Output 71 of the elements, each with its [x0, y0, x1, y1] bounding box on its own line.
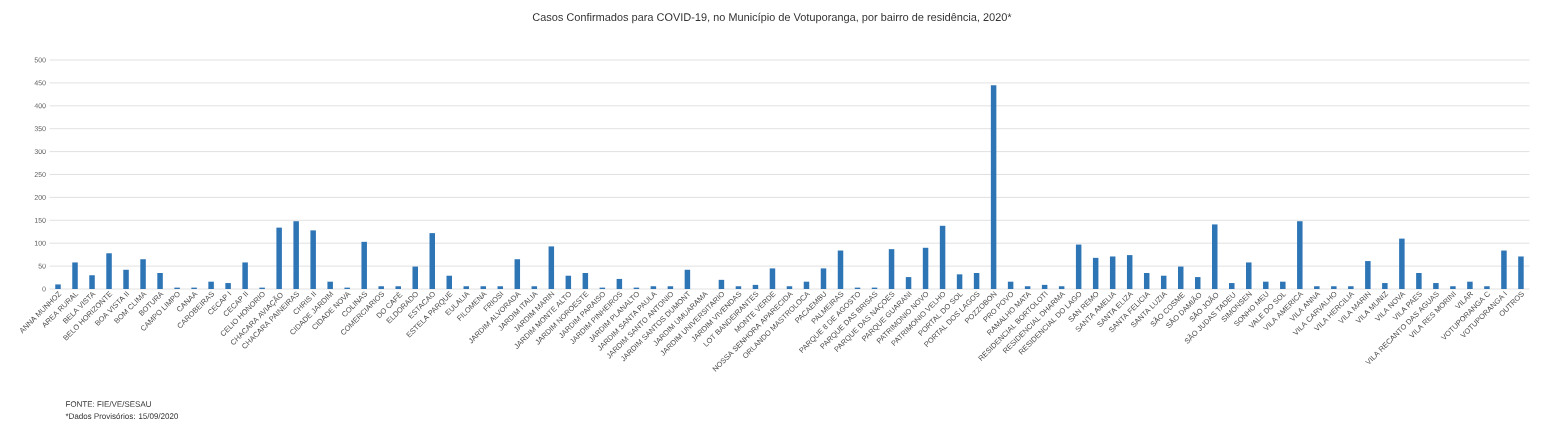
bar [548, 246, 555, 289]
bar [1280, 281, 1286, 289]
bar [106, 253, 112, 289]
bar [395, 286, 401, 289]
bar [378, 286, 384, 289]
bar [276, 227, 282, 289]
bar [1109, 256, 1116, 289]
bar [582, 272, 589, 289]
bar [786, 286, 793, 289]
bar [72, 262, 78, 289]
chart-title: Casos Confirmados para COVID-19, no Município de Votuporanga, por bairro de residência, 2020* [532, 12, 1012, 24]
bar [1229, 283, 1235, 289]
bar [55, 284, 61, 289]
bar [208, 281, 214, 289]
bar [990, 85, 997, 289]
bar [1382, 283, 1388, 289]
bar [429, 233, 435, 289]
bar [1212, 224, 1218, 289]
bar [905, 277, 912, 289]
bar [1365, 261, 1371, 289]
bar [922, 247, 929, 289]
bar [1348, 286, 1354, 289]
bar [735, 286, 742, 289]
bar [1092, 257, 1099, 289]
bar [973, 272, 980, 289]
bar [1297, 221, 1303, 289]
bar [1194, 277, 1201, 289]
bar [327, 281, 333, 289]
bar [1331, 286, 1337, 289]
bar [616, 278, 623, 289]
bar [412, 266, 418, 289]
bar [939, 225, 946, 289]
bar [1143, 272, 1150, 289]
bar [1058, 286, 1065, 289]
bar [667, 286, 674, 289]
bar [888, 249, 895, 289]
bar [310, 230, 316, 289]
bar [718, 279, 725, 289]
bar [1246, 262, 1252, 289]
bar [1433, 283, 1439, 289]
bar [1450, 286, 1456, 289]
bar [684, 269, 691, 289]
bar [1501, 250, 1507, 289]
bar [820, 268, 827, 289]
bar [242, 262, 248, 289]
bar [514, 259, 521, 289]
bar [463, 286, 470, 289]
bar [1518, 256, 1524, 289]
bar [769, 268, 776, 289]
bar [1126, 255, 1133, 289]
bar [531, 286, 538, 289]
bar [293, 221, 299, 289]
bar [837, 250, 844, 289]
bar [89, 275, 95, 289]
bar [361, 241, 367, 289]
bar [1484, 286, 1490, 289]
bar [1024, 286, 1031, 289]
bar [497, 286, 504, 289]
bar [1075, 244, 1082, 289]
bar [157, 272, 163, 289]
bar [140, 259, 146, 289]
bar [1416, 272, 1422, 289]
bar [1399, 238, 1405, 289]
bar [123, 269, 129, 289]
bar [1263, 281, 1269, 289]
bar [956, 274, 963, 289]
bar [1467, 281, 1473, 289]
bar [1314, 286, 1320, 289]
bar [650, 286, 657, 289]
bar [480, 286, 487, 289]
bar [225, 283, 231, 289]
